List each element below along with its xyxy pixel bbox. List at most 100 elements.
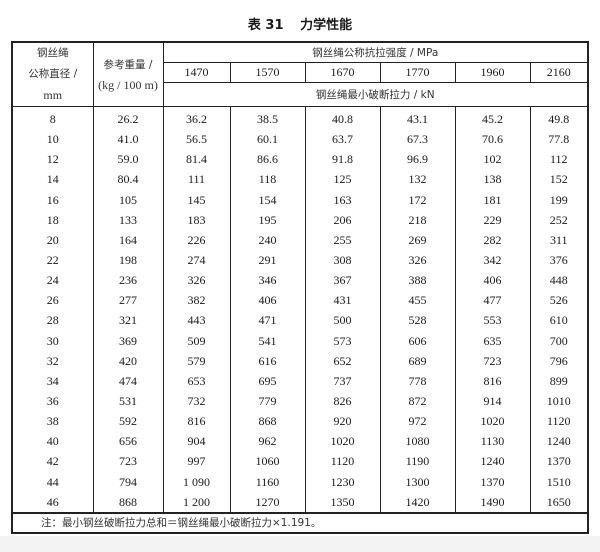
cell-breaking-force: 1650 [529, 491, 589, 513]
cell-diameter: 14 [11, 169, 94, 190]
cell-breaking-force: 1120 [304, 451, 381, 472]
cell-breaking-force: 477 [454, 290, 531, 311]
table-row: 14 80.4 111 118 125 132 138 152 [11, 169, 589, 190]
header-strength-group: 钢丝绳公称抗拉强度 / MPa [162, 41, 589, 63]
table-row: 46 868 1 200 1270 1350 1420 1490 1650 [11, 491, 589, 513]
cell-breaking-force: 36.2 [162, 106, 231, 130]
cell-breaking-force: 346 [229, 270, 306, 291]
table-row: 12 59.0 81.4 86.6 91.8 96.9 102 112 [11, 149, 589, 170]
cell-breaking-force: 183 [162, 209, 231, 230]
page-bottom-margin [0, 536, 600, 552]
cell-breaking-force: 206 [304, 209, 381, 230]
table-row: 40 656 904 962 1020 1080 1130 1240 [11, 431, 589, 452]
cell-breaking-force: 195 [229, 209, 306, 230]
cell-breaking-force: 723 [454, 350, 531, 371]
cell-breaking-force: 43.1 [379, 106, 456, 130]
table-row: 34 474 653 695 737 778 816 899 [11, 370, 589, 391]
header-diameter-line: 钢丝绳 [37, 47, 69, 59]
cell-diameter: 28 [11, 310, 94, 331]
table-row: 30 369 509 541 573 606 635 700 [11, 330, 589, 351]
cell-breaking-force: 606 [379, 330, 456, 351]
cell-breaking-force: 291 [229, 249, 306, 271]
cell-breaking-force: 311 [529, 229, 589, 250]
cell-diameter: 26 [11, 290, 94, 311]
cell-breaking-force: 226 [162, 229, 231, 250]
cell-breaking-force: 737 [304, 370, 381, 391]
cell-breaking-force: 826 [304, 390, 381, 412]
cell-breaking-force: 96.9 [379, 149, 456, 170]
cell-breaking-force: 60.1 [229, 129, 306, 150]
cell-breaking-force: 154 [229, 189, 306, 210]
cell-breaking-force: 1350 [304, 491, 381, 513]
table-row: 28 321 443 471 500 528 553 610 [11, 310, 589, 331]
cell-breaking-force: 868 [229, 411, 306, 432]
cell-diameter: 16 [11, 189, 94, 210]
table-row: 42 723 997 1060 1120 1190 1240 1370 [11, 451, 589, 472]
cell-breaking-force: 779 [229, 390, 306, 412]
cell-breaking-force: 172 [379, 189, 456, 210]
cell-breaking-force: 1160 [229, 471, 306, 492]
cell-breaking-force: 132 [379, 169, 456, 190]
cell-breaking-force: 914 [454, 390, 531, 412]
cell-breaking-force: 70.6 [454, 129, 531, 150]
cell-breaking-force: 471 [229, 310, 306, 331]
cell-breaking-force: 342 [454, 249, 531, 271]
table-number: 表 31 [247, 18, 284, 33]
cell-breaking-force: 526 [529, 290, 589, 311]
table-caption: 力学性能 [300, 18, 353, 33]
cell-diameter: 8 [11, 106, 94, 130]
cell-breaking-force: 163 [304, 189, 381, 210]
table-row: 16 105 145 154 163 172 181 199 [11, 189, 589, 210]
cell-breaking-force: 553 [454, 310, 531, 331]
cell-breaking-force: 972 [379, 411, 456, 432]
cell-breaking-force: 282 [454, 229, 531, 250]
cell-breaking-force: 67.3 [379, 129, 456, 150]
cell-breaking-force: 252 [529, 209, 589, 230]
cell-breaking-force: 111 [162, 169, 231, 190]
cell-breaking-force: 86.6 [229, 149, 306, 170]
cell-breaking-force: 382 [162, 290, 231, 311]
header-strength: 1570 [229, 61, 306, 83]
header-strength: 1770 [379, 61, 456, 83]
cell-breaking-force: 240 [229, 229, 306, 250]
cell-breaking-force: 367 [304, 270, 381, 291]
cell-breaking-force: 573 [304, 330, 381, 351]
header-strength: 2160 [529, 61, 589, 83]
cell-breaking-force: 38.5 [229, 106, 306, 130]
cell-breaking-force: 1270 [229, 491, 306, 513]
table-row: 36 531 732 779 826 872 914 1010 [11, 390, 589, 412]
cell-weight: 26.2 [92, 106, 164, 130]
cell-breaking-force: 63.7 [304, 129, 381, 150]
table-title: 表 31 力学性能 [0, 14, 600, 33]
cell-diameter: 20 [11, 229, 94, 250]
cell-breaking-force: 920 [304, 411, 381, 432]
cell-breaking-force: 49.8 [529, 106, 589, 130]
cell-weight: 321 [92, 310, 164, 331]
cell-breaking-force: 816 [162, 411, 231, 432]
cell-diameter: 22 [11, 249, 94, 271]
table-row: 32 420 579 616 652 689 723 796 [11, 350, 589, 371]
cell-diameter: 34 [11, 370, 94, 391]
cell-breaking-force: 997 [162, 451, 231, 472]
table-row: 8 26.2 36.2 38.5 40.8 43.1 45.2 49.8 [11, 106, 589, 130]
cell-diameter: 36 [11, 390, 94, 412]
cell-breaking-force: 406 [229, 290, 306, 311]
cell-breaking-force: 962 [229, 431, 306, 452]
cell-breaking-force: 455 [379, 290, 456, 311]
cell-breaking-force: 872 [379, 390, 456, 412]
cell-breaking-force: 541 [229, 330, 306, 351]
cell-breaking-force: 218 [379, 209, 456, 230]
table-row: 20 164 226 240 255 269 282 311 [11, 229, 589, 250]
cell-weight: 277 [92, 290, 164, 311]
cell-breaking-force: 326 [379, 249, 456, 271]
cell-weight: 198 [92, 249, 164, 271]
table-row: 44 794 1 090 1160 1230 1300 1370 1510 [11, 471, 589, 492]
cell-breaking-force: 56.5 [162, 129, 231, 150]
cell-breaking-force: 112 [529, 149, 589, 170]
cell-breaking-force: 145 [162, 189, 231, 210]
cell-diameter: 44 [11, 471, 94, 492]
cell-weight: 794 [92, 471, 164, 492]
cell-breaking-force: 118 [229, 169, 306, 190]
cell-breaking-force: 138 [454, 169, 531, 190]
cell-breaking-force: 229 [454, 209, 531, 230]
